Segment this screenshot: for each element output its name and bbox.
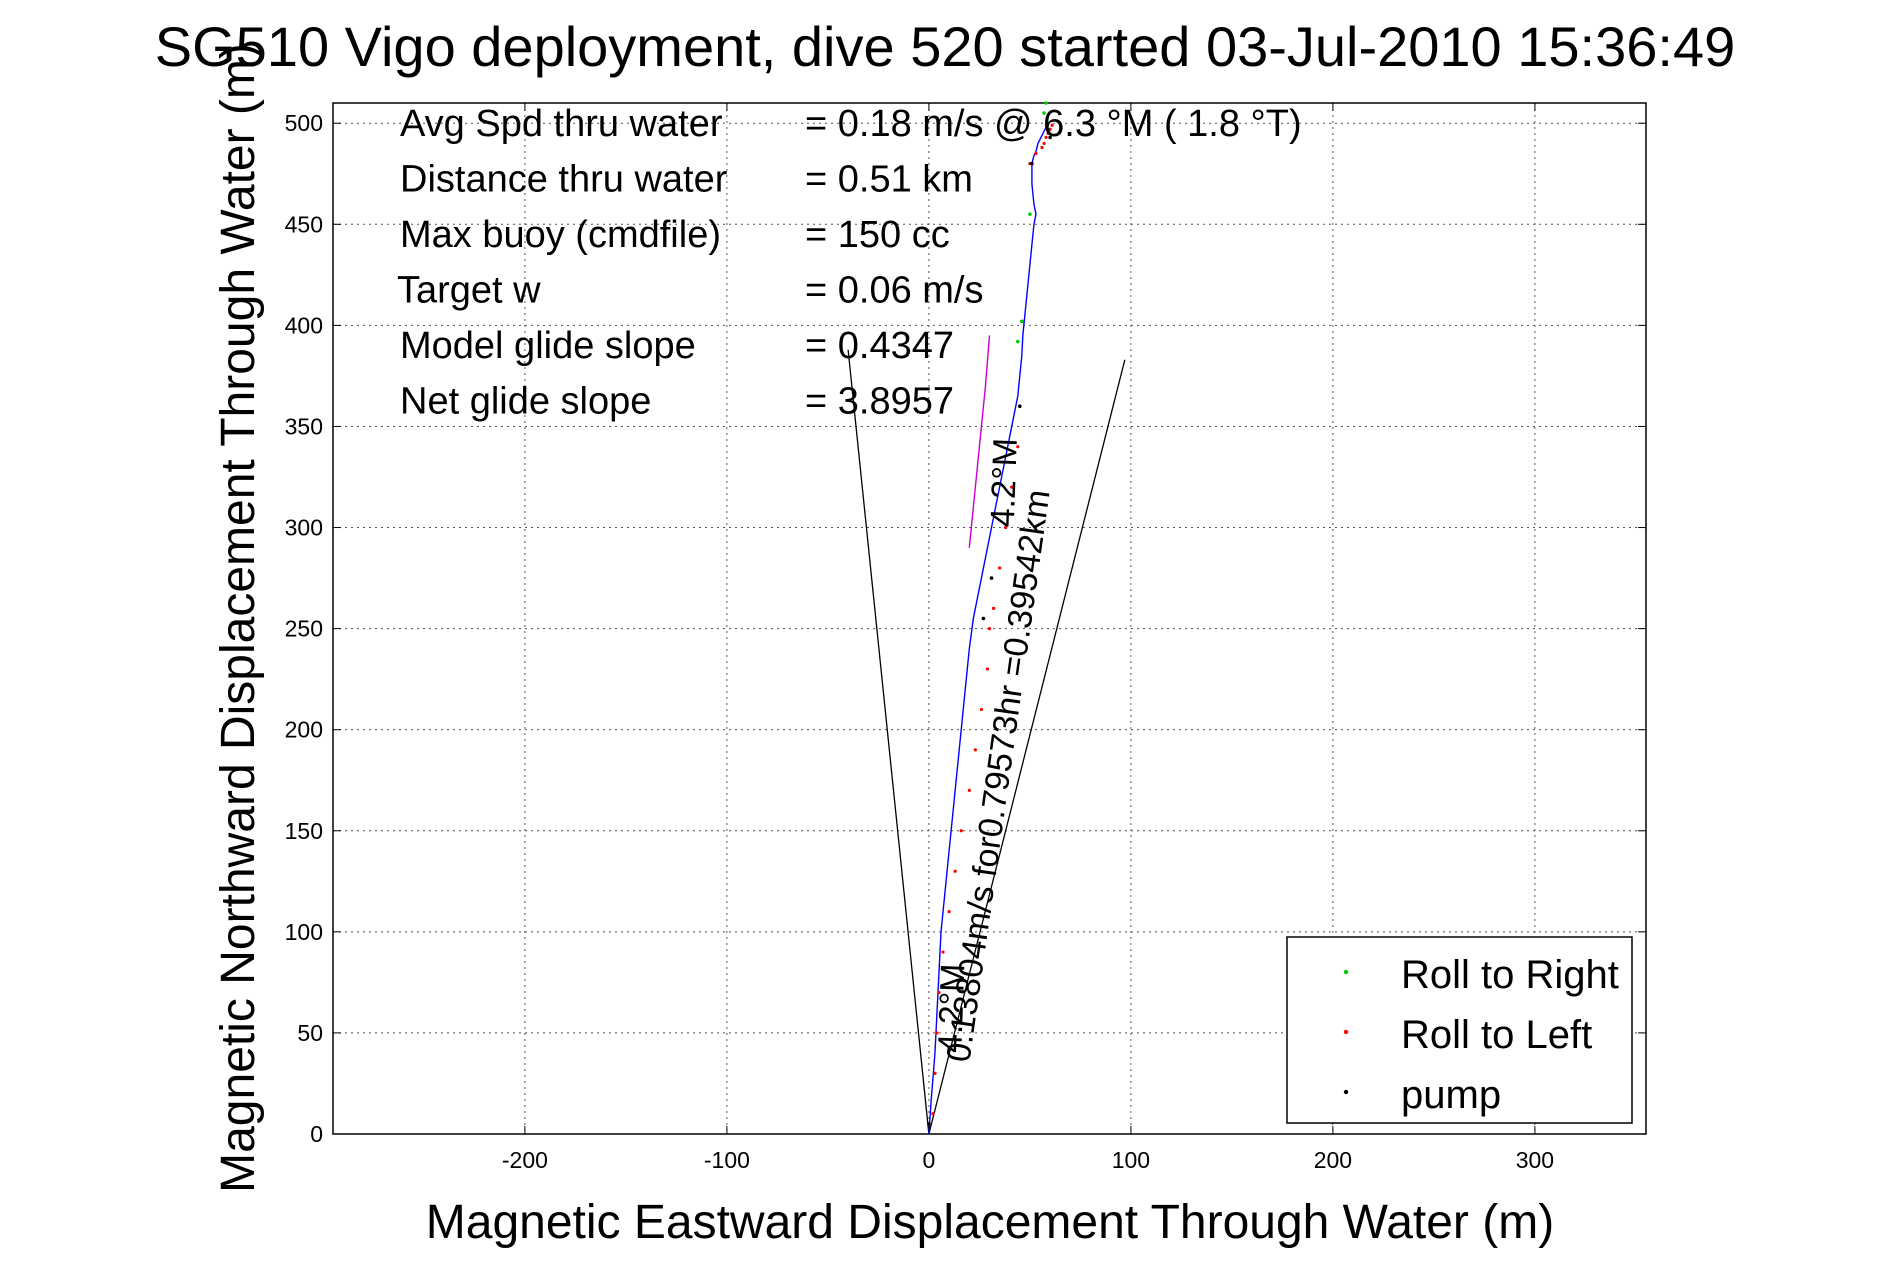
chart-title: SG510 Vigo deployment, dive 520 started … bbox=[155, 15, 1736, 78]
roll-left-point bbox=[991, 606, 996, 610]
stat-value: = 0.06 m/s bbox=[805, 270, 983, 312]
stat-label: Model glide slope bbox=[400, 325, 696, 367]
roll-left-point bbox=[1048, 127, 1052, 131]
roll-left-point bbox=[1040, 145, 1044, 150]
x-tick-label: 200 bbox=[1314, 1147, 1352, 1173]
dive-stats: Avg Spd thru water = 0.18 m/s @ 6.3 °M ( … bbox=[397, 103, 1302, 423]
roll-left-point bbox=[1044, 135, 1048, 139]
legend: Roll to Right Roll to Left pump bbox=[1286, 936, 1633, 1124]
roll-left-point bbox=[941, 950, 945, 954]
stat-value: = 150 cc bbox=[805, 214, 950, 256]
roll-left-point bbox=[953, 869, 957, 873]
roll-left-point bbox=[937, 990, 941, 995]
guide-line bbox=[928, 359, 1126, 1135]
roll-left-point bbox=[1016, 445, 1020, 449]
roll-left-point bbox=[973, 748, 977, 752]
x-axis-label: Magnetic Eastward Displacement Through W… bbox=[426, 1196, 1554, 1249]
roll-left-band-line bbox=[968, 335, 991, 548]
trajectory-annotation: 4.2°M bbox=[931, 963, 972, 1053]
x-axis-ticks: -200 -100 0 100 200 300 bbox=[502, 103, 1554, 1173]
x-tick-label: -200 bbox=[502, 1147, 548, 1173]
roll-left-point bbox=[1050, 123, 1054, 127]
y-tick-label: 300 bbox=[285, 515, 323, 541]
guide-lines bbox=[847, 349, 1126, 1135]
roll-right-point bbox=[1042, 111, 1046, 115]
stat-value: = 3.8957 bbox=[805, 381, 954, 423]
roll-left-point bbox=[931, 1112, 935, 1116]
y-axis-label: Magnetic Northward Displacement Through … bbox=[212, 43, 265, 1193]
legend-marker bbox=[1343, 1029, 1349, 1035]
roll-left-point bbox=[1010, 485, 1014, 489]
roll-left-point bbox=[1034, 151, 1038, 156]
stat-value: = 0.18 m/s @ 6.3 °M ( 1.8 °T) bbox=[805, 103, 1302, 145]
roll-left-point bbox=[1004, 525, 1008, 530]
stat-value: = 0.4347 bbox=[805, 325, 954, 367]
pump-point bbox=[981, 616, 986, 621]
roll-left-point bbox=[935, 1031, 939, 1035]
roll-left-point bbox=[1046, 131, 1050, 135]
legend-label: pump bbox=[1401, 1073, 1501, 1117]
pump-point bbox=[1018, 404, 1022, 409]
pump-point bbox=[927, 1122, 931, 1126]
legend-label: Roll to Right bbox=[1401, 953, 1619, 997]
stat-label: Target w bbox=[397, 270, 541, 312]
stat-label: Distance thru water bbox=[400, 159, 728, 201]
y-tick-label: 400 bbox=[285, 312, 323, 338]
trajectory-annotation: 4.2°M bbox=[984, 437, 1025, 527]
x-tick-label: 100 bbox=[1112, 1147, 1150, 1173]
roll-left-point bbox=[933, 1071, 937, 1075]
guide-line bbox=[847, 349, 930, 1135]
x-tick-label: 300 bbox=[1516, 1147, 1554, 1173]
y-tick-label: 350 bbox=[285, 413, 323, 439]
roll-right-point bbox=[1020, 319, 1024, 324]
y-tick-label: 250 bbox=[285, 616, 323, 642]
roll-left-point bbox=[947, 910, 951, 914]
roll-left-point bbox=[967, 788, 971, 792]
roll-left-point bbox=[987, 627, 992, 631]
y-tick-label: 50 bbox=[297, 1020, 323, 1046]
stat-label: Max buoy (cmdfile) bbox=[400, 214, 721, 256]
stat-label: Avg Spd thru water bbox=[400, 103, 723, 145]
legend-label: Roll to Left bbox=[1401, 1013, 1592, 1057]
y-tick-label: 500 bbox=[285, 110, 323, 136]
series bbox=[927, 101, 1054, 1135]
x-tick-label: -100 bbox=[704, 1147, 750, 1173]
pump-point bbox=[989, 576, 994, 580]
stat-value: = 0.51 km bbox=[805, 159, 973, 201]
roll-left-point bbox=[959, 829, 963, 833]
stat-label: Net glide slope bbox=[400, 381, 651, 423]
y-tick-label: 0 bbox=[310, 1121, 323, 1147]
y-axis-ticks: 0 50 100 150 200 250 300 350 400 450 500 bbox=[285, 110, 1646, 1147]
legend-marker bbox=[1343, 969, 1349, 975]
roll-left-point bbox=[979, 707, 984, 712]
y-tick-label: 150 bbox=[285, 818, 323, 844]
y-tick-label: 200 bbox=[285, 717, 323, 743]
roll-left-point bbox=[1042, 141, 1046, 146]
roll-right-point bbox=[1044, 101, 1048, 105]
annotations: 0.13804m/s for0.79573hr =0.39542km4.2°M4… bbox=[931, 437, 1057, 1064]
axes-frame bbox=[332, 102, 1647, 1135]
dive-track-line bbox=[928, 123, 1047, 1135]
pump-point bbox=[1030, 161, 1034, 166]
roll-right-point bbox=[1015, 339, 1020, 344]
roll-left-point bbox=[985, 667, 990, 671]
y-tick-label: 450 bbox=[285, 211, 323, 237]
legend-marker bbox=[1343, 1089, 1349, 1095]
y-tick-label: 100 bbox=[285, 919, 323, 945]
roll-right-point bbox=[1028, 212, 1032, 216]
x-tick-label: 0 bbox=[923, 1147, 936, 1173]
pump-point bbox=[1048, 135, 1052, 140]
roll-left-point bbox=[998, 566, 1002, 570]
